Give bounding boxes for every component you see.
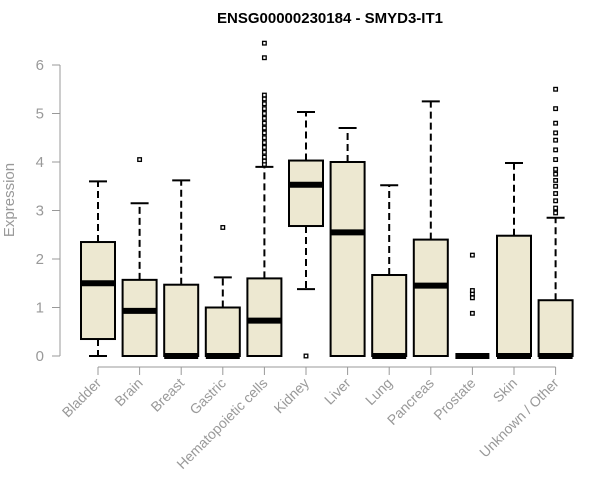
outlier-point (261, 92, 267, 98)
box-pancreas (412, 100, 449, 358)
boxes-group (80, 40, 574, 359)
x-tick-label: Liver (321, 375, 354, 408)
outlier-point (220, 225, 226, 230)
outlier-point (553, 171, 559, 177)
box-bladder (80, 180, 116, 357)
outlier-point (137, 157, 143, 163)
box-unknown-other (537, 86, 574, 359)
box-body (246, 277, 283, 357)
outlier-point (553, 198, 559, 204)
outlier-point (553, 166, 559, 172)
outlier-point (261, 40, 267, 46)
x-tick-label: Bladder (59, 375, 105, 421)
outlier-point (261, 140, 267, 146)
x-tick-label: Kidney (271, 375, 313, 417)
outlier-point (553, 86, 559, 92)
outlier-point (303, 353, 309, 359)
box-body (371, 274, 408, 358)
box-body (329, 161, 366, 357)
y-tick-label: 1 (36, 300, 44, 317)
box-gastric (204, 225, 241, 359)
box-hematopoietic-cells (246, 40, 283, 357)
outlier-point (469, 310, 475, 316)
outlier-point (261, 55, 267, 61)
outlier-point (261, 135, 267, 141)
y-tick-label: 5 (36, 106, 44, 123)
box-body (496, 234, 532, 357)
box-lung (371, 184, 408, 359)
box-prostate (455, 252, 490, 359)
outlier-point (553, 157, 559, 163)
box-body (204, 306, 241, 357)
box-body (121, 278, 158, 358)
box-body (163, 283, 200, 357)
outlier-point (553, 191, 559, 196)
x-tick-label: Skin (490, 375, 521, 406)
outlier-point (553, 177, 559, 183)
outlier-point (553, 147, 559, 153)
outlier-point (261, 106, 267, 112)
outlier-point (261, 125, 267, 131)
box-kidney (288, 111, 324, 359)
box-body (412, 238, 449, 358)
box-brain (121, 157, 158, 358)
outlier-point (261, 120, 267, 126)
outlier-point (553, 137, 559, 143)
y-tick-label: 3 (36, 203, 44, 220)
outlier-point (553, 120, 559, 126)
chart-title: ENSG00000230184 - SMYD3-IT1 (217, 10, 443, 27)
x-tick-label: Breast (147, 375, 187, 415)
outlier-point (469, 295, 475, 301)
box-skin (496, 161, 532, 359)
y-tick-label: 4 (36, 154, 44, 171)
box-liver (329, 127, 366, 357)
y-axis-label: Expression (1, 163, 18, 237)
box-body (80, 241, 116, 341)
y-axis: 0 1 2 3 4 5 6 (36, 57, 61, 365)
x-tick-label: Lung (362, 375, 395, 408)
y-tick-label: 0 (36, 348, 44, 365)
box-breast (163, 179, 200, 359)
outlier-point (553, 130, 559, 136)
outlier-point (553, 210, 559, 216)
outlier-point (553, 106, 559, 112)
outlier-point (261, 130, 267, 136)
outlier-point (261, 149, 267, 155)
outlier-point (553, 183, 559, 189)
outlier-point (261, 144, 267, 150)
x-tick-label: Unknown / Other (476, 375, 562, 461)
outlier-point (261, 115, 267, 121)
outlier-point (261, 101, 267, 107)
x-tick-label: Prostate (430, 375, 478, 423)
outlier-point (469, 288, 475, 293)
x-tick-label: Brain (111, 375, 145, 409)
box-body (537, 299, 574, 358)
outlier-point (469, 252, 475, 258)
outlier-point (261, 96, 267, 102)
box-body (288, 159, 324, 228)
outlier-point (261, 154, 267, 160)
outlier-point (261, 158, 267, 164)
outlier-point (261, 111, 267, 116)
y-tick-label: 2 (36, 251, 44, 268)
y-tick-label: 6 (36, 57, 44, 74)
outlier-point (553, 205, 559, 211)
